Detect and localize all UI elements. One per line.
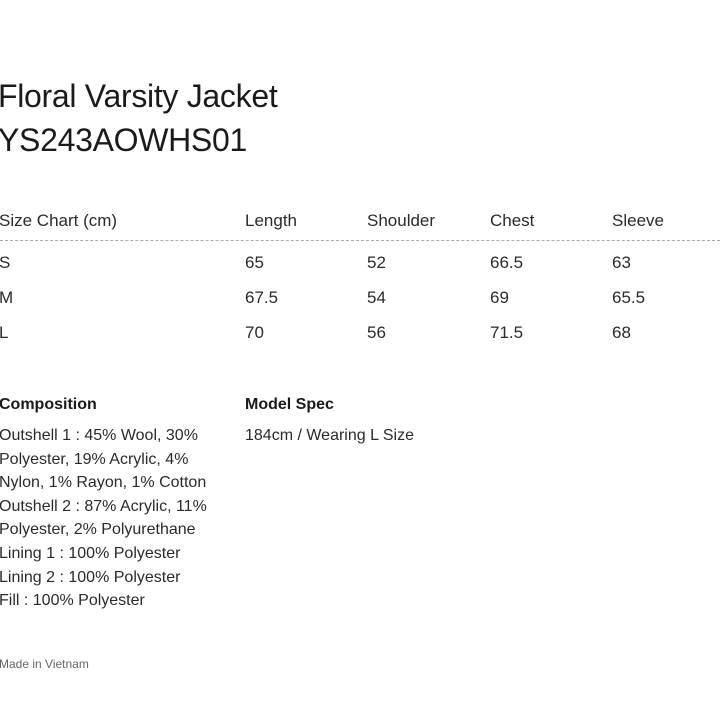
column-header: Length <box>245 211 297 230</box>
column-header: Shoulder <box>367 211 436 230</box>
size-value: 70 <box>245 323 264 342</box>
composition-heading: Composition <box>0 396 97 413</box>
size-value: 65.5 <box>612 288 646 307</box>
column-header: Size Chart (cm) <box>0 211 118 230</box>
size-value: 52 <box>367 253 386 272</box>
origin: Made in Vietnam <box>0 657 89 671</box>
size-value: 67.5 <box>245 288 279 307</box>
composition-line: Lining 1 : 100% Polyester <box>0 545 181 562</box>
product-code: YS243AOWHS01 <box>0 122 247 158</box>
size-value: 69 <box>490 288 509 307</box>
size-value: 71.5 <box>490 323 524 342</box>
composition-line: Outshell 2 : 87% Acrylic, 11% <box>0 497 207 515</box>
product-title: Floral Varsity Jacket <box>0 78 278 114</box>
size-label: S <box>0 253 11 272</box>
model-spec-text: 184cm / Wearing L Size <box>245 427 414 444</box>
composition-line: Polyester, 2% Polyurethane <box>0 521 196 539</box>
size-value: 63 <box>612 253 631 272</box>
column-header: Sleeve <box>612 211 664 230</box>
size-label: L <box>0 323 9 342</box>
composition-line: Lining 2 : 100% Polyester <box>0 568 181 586</box>
size-value: 68 <box>612 323 631 342</box>
size-label: M <box>0 288 14 307</box>
size-value: 65 <box>245 253 264 272</box>
size-value: 56 <box>367 323 386 342</box>
divider <box>0 240 720 241</box>
composition-line: Nylon, 1% Rayon, 1% Cotton <box>0 474 207 492</box>
column-header: Chest <box>490 211 535 230</box>
size-value: 54 <box>367 288 386 307</box>
model-spec-heading: Model Spec <box>245 396 334 413</box>
size-value: 66.5 <box>490 253 524 272</box>
composition-line: Outshell 1 : 45% Wool, 30% <box>0 427 198 444</box>
composition-line: Polyester, 19% Acrylic, 4% <box>0 450 189 468</box>
composition-line: Fill : 100% Polyester <box>0 592 145 610</box>
